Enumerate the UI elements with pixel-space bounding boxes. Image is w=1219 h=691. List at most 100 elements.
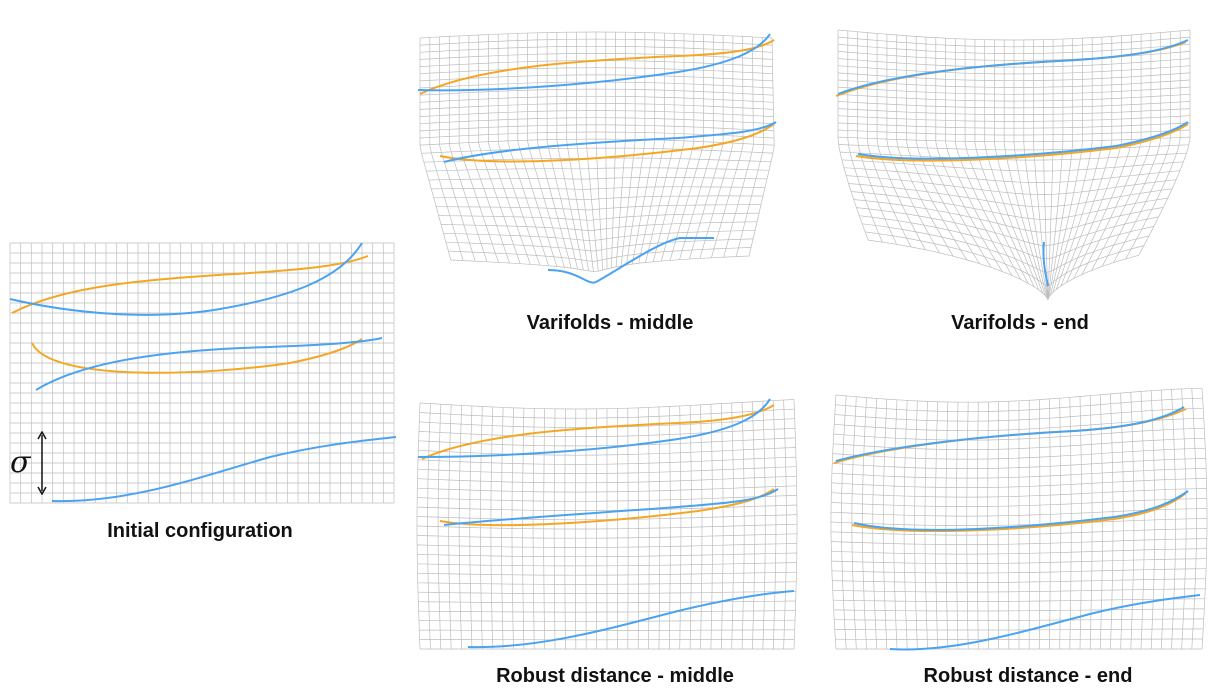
grid-line (450, 255, 750, 273)
grid-line (645, 33, 675, 263)
target-curve-top (417, 398, 771, 458)
grid-line (426, 167, 770, 172)
target-curve-middle (853, 490, 1189, 531)
grid-line (837, 43, 1191, 54)
target-curve-middle (857, 121, 1189, 160)
panel-robust-middle (416, 397, 798, 655)
grid-line (419, 45, 773, 53)
target-curve-bottom (547, 237, 714, 284)
grid-line (421, 147, 774, 154)
grid-line (417, 552, 797, 558)
grid-line (832, 578, 1206, 583)
grid-line (832, 447, 1206, 460)
grid-line (846, 175, 1177, 195)
target-curve-bottom (51, 436, 397, 503)
grid-line (723, 36, 754, 258)
template-curve-top (421, 404, 775, 460)
grid-line (615, 32, 626, 267)
grid-line (831, 568, 1207, 574)
grid-line (443, 229, 756, 242)
grid-line (1201, 388, 1208, 650)
grid-line (711, 36, 744, 258)
caption-varifolds-middle: Varifolds - middle (526, 312, 694, 334)
grid-line (439, 37, 476, 262)
grid-line (831, 498, 1207, 507)
grid-line (419, 31, 773, 39)
grid-line (1050, 38, 1083, 295)
template-curve-middle (851, 492, 1187, 533)
grid-line (837, 65, 1191, 75)
grid-line (837, 58, 1191, 68)
panel-varifolds-middle (417, 30, 798, 302)
grid-line (832, 458, 1206, 469)
caption-robust-middle: Robust distance - middle (496, 665, 734, 687)
grid-line (853, 199, 1164, 233)
target-curve-top (417, 33, 771, 92)
grid-line (419, 67, 773, 75)
grid-line (859, 215, 1154, 260)
panel-robust-end (830, 387, 1208, 655)
grid-line (837, 93, 1191, 102)
grid-line (1060, 36, 1113, 287)
robust-end-plot (830, 387, 1208, 651)
grid-line (419, 103, 774, 110)
grid-line (419, 399, 795, 410)
grid-line (419, 74, 773, 82)
sigma-scale-arrow (37, 431, 47, 495)
target-curve-bottom (467, 590, 795, 649)
grid-line (419, 124, 774, 132)
grid-line (834, 417, 1204, 432)
grid-line (735, 37, 765, 257)
grid-line (418, 610, 796, 613)
grid-line (417, 504, 797, 511)
target-curve-top (837, 39, 1189, 95)
varifolds-middle-grid (419, 31, 775, 273)
grid-line (417, 562, 797, 567)
grid-line (419, 117, 774, 125)
robust-end-grid (830, 387, 1208, 650)
grid-line (834, 628, 1204, 631)
grid-line (833, 427, 1205, 441)
initial-grid (9, 242, 395, 504)
grid-line (837, 72, 1191, 82)
grid-line (419, 110, 774, 117)
grid-line (837, 79, 1191, 88)
grid-line (1138, 30, 1191, 256)
grid-line (417, 475, 797, 484)
grid-line (833, 608, 1205, 612)
grid-line (416, 533, 798, 539)
grid-line (837, 86, 1191, 95)
grid-line (436, 204, 762, 211)
target-curve-middle (443, 121, 777, 163)
grid-line (848, 183, 1173, 208)
target-curve-bottom (889, 594, 1201, 651)
target-curve-top (835, 406, 1185, 462)
grid-line (429, 37, 464, 261)
grid-line (831, 488, 1207, 498)
grid-line (417, 571, 797, 576)
initial-grid-plot (9, 242, 397, 504)
grid-line (841, 159, 1184, 172)
robust-middle-plot (416, 398, 798, 650)
varifolds-end-grid (837, 29, 1191, 301)
grid-line (831, 478, 1207, 488)
grid-line (419, 38, 452, 261)
grid-line (418, 600, 796, 604)
grid-line (417, 591, 797, 594)
grid-line (831, 468, 1207, 479)
grid-line (419, 53, 773, 60)
sigma-label: σ (10, 445, 31, 480)
grid-line (835, 387, 1203, 403)
target-curve-top (9, 242, 363, 316)
grid-line (419, 629, 795, 631)
template-curve-middle (439, 123, 775, 163)
target-curve-middle (35, 337, 383, 391)
grid-line (419, 138, 775, 146)
grid-line (438, 212, 760, 221)
grid-line (837, 122, 1191, 129)
grid-line (448, 36, 488, 262)
grid-line (840, 151, 1187, 161)
grid-line (835, 638, 1203, 640)
grid-line (433, 195, 763, 201)
grid-line (831, 538, 1207, 545)
